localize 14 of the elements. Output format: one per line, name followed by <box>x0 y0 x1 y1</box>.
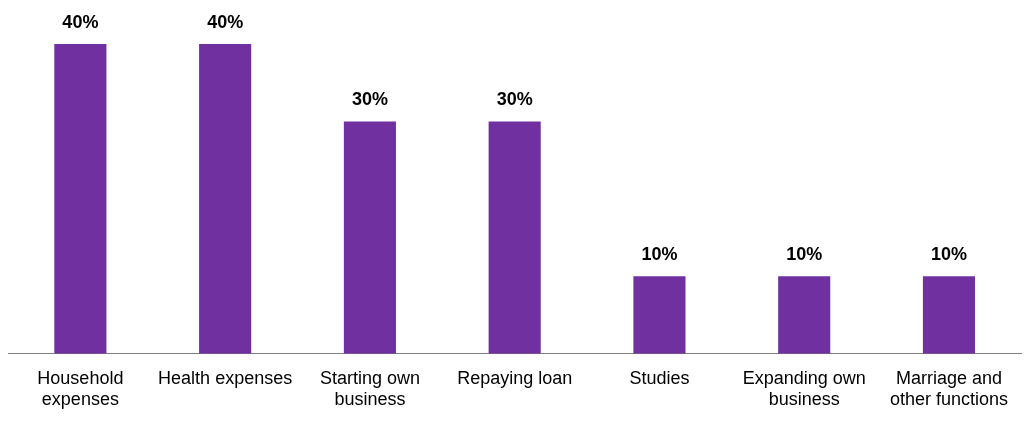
data-label: 40% <box>62 11 99 32</box>
data-label: 10% <box>930 244 967 265</box>
data-label: 10% <box>641 244 678 265</box>
x-tick-label: Expanding own business <box>742 367 866 410</box>
x-tick-label: Household expenses <box>37 367 124 410</box>
data-label: 30% <box>351 89 388 110</box>
data-label: 10% <box>786 244 823 265</box>
data-label: 40% <box>207 11 244 32</box>
x-tick-label: Starting own business <box>319 367 420 410</box>
x-tick-label: Studies <box>629 367 690 388</box>
x-tick-label: Health expenses <box>158 367 293 388</box>
x-tick-label: Marriage and other functions <box>889 367 1008 410</box>
data-label: 30% <box>496 89 533 110</box>
x-tick-label: Repaying loan <box>457 367 573 388</box>
